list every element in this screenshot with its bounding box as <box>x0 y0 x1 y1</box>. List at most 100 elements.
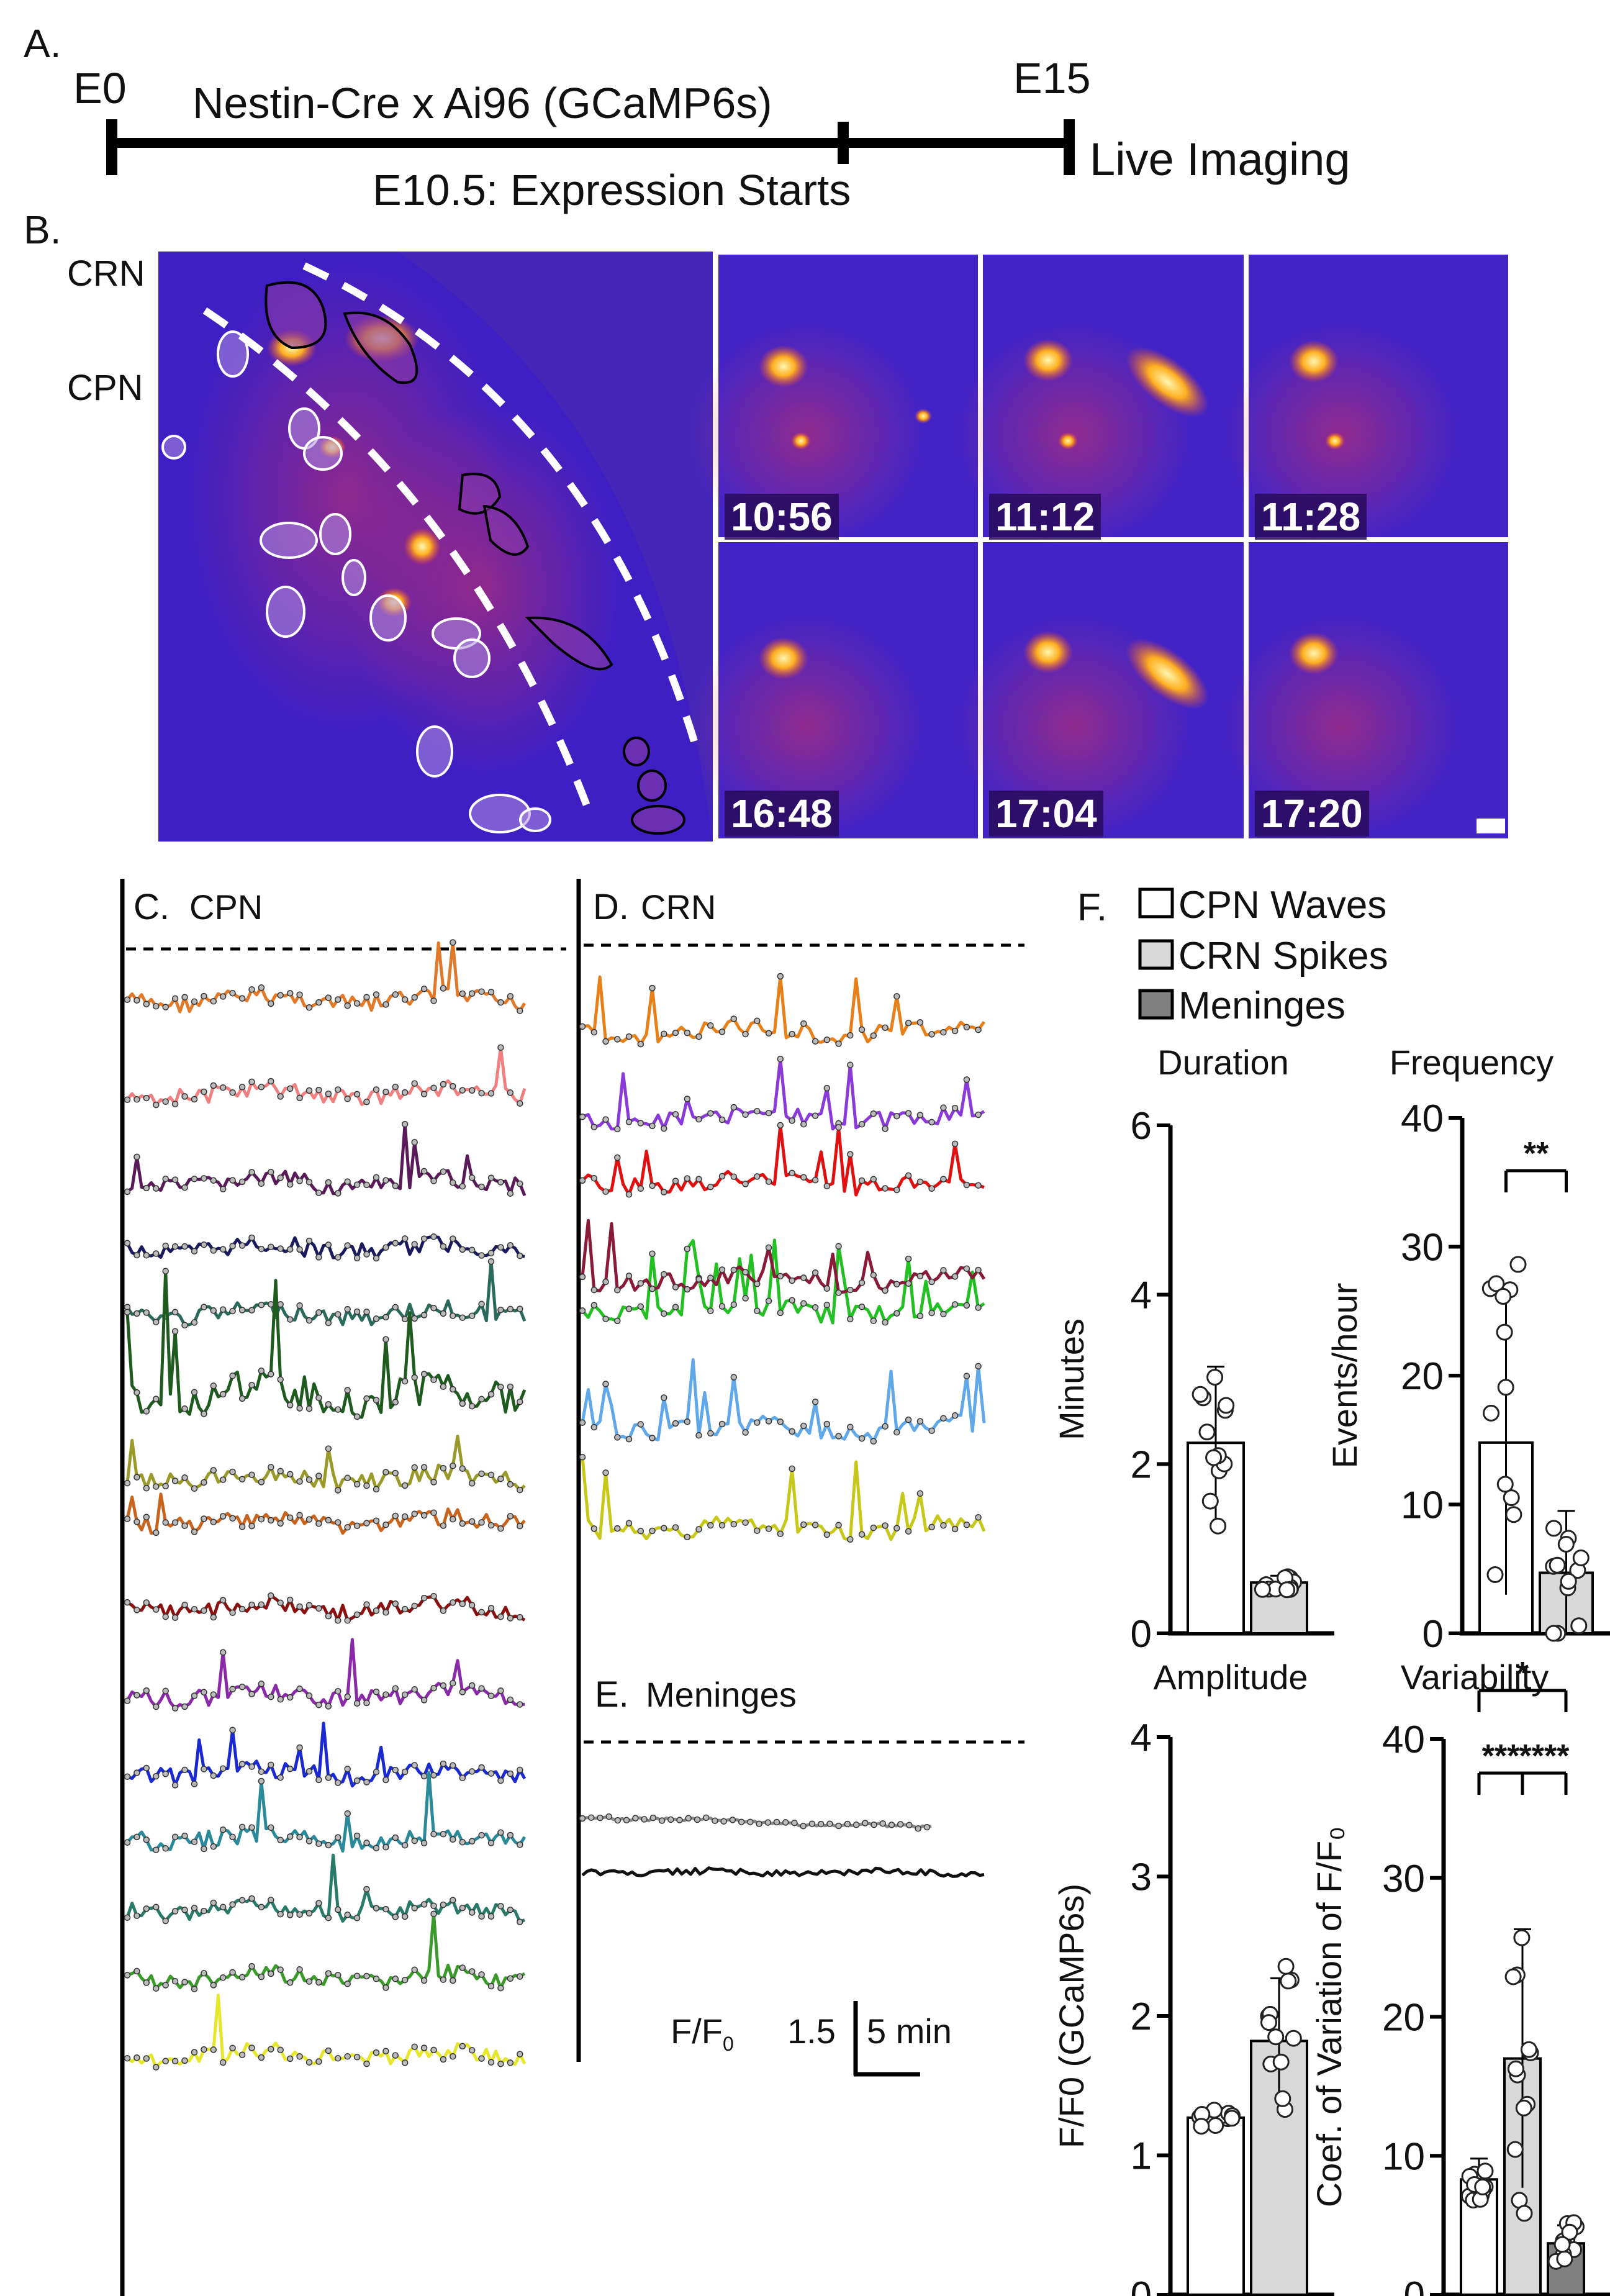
chart-point <box>1545 1520 1562 1537</box>
chart-sig-label: **** <box>1519 1738 1570 1774</box>
timeline-start: E0 <box>73 64 127 112</box>
legend-label-cpn: CPN Waves <box>1178 884 1386 927</box>
crn-trace <box>579 1218 986 1296</box>
timestamp-1: 10:56 <box>725 494 839 540</box>
chart-point <box>1201 1492 1219 1510</box>
crn-label: CRN <box>67 253 145 294</box>
chart-point <box>1483 1404 1499 1422</box>
chart-point <box>1207 2117 1224 2134</box>
chart-point <box>1274 2090 1291 2107</box>
chart-ytick-label: 6 <box>1131 1105 1152 1148</box>
chart-ylabel: Minutes <box>1052 1318 1091 1440</box>
cpn-trace <box>124 1722 527 1789</box>
chart-point <box>1192 1386 1209 1403</box>
cpn-trace <box>124 1044 527 1109</box>
chart-point <box>1272 2053 1290 2071</box>
cpn-trace <box>124 1638 525 1712</box>
meninges-traces <box>579 1813 985 1878</box>
legend-label-crn: CRN Spikes <box>1178 935 1388 978</box>
scale-ylabel: F/F0 <box>671 2012 734 2055</box>
chart-point <box>1260 2014 1277 2031</box>
cpn-trace <box>124 1492 526 1536</box>
cpn-trace <box>124 939 527 1014</box>
timeline-end-event: Live Imaging <box>1090 134 1350 185</box>
crn-trace <box>579 1122 985 1198</box>
timestamp-5: 17:04 <box>989 791 1103 837</box>
chart-ylabel: Events/hour <box>1325 1283 1364 1469</box>
chart-point <box>1560 1572 1577 1590</box>
chart-point <box>1210 1517 1227 1535</box>
chart-ytick-label: 10 <box>1401 1484 1444 1527</box>
chart-ytick-label: 0 <box>1131 1613 1152 1656</box>
chart-point <box>1545 1625 1562 1642</box>
chart-point <box>1477 2162 1494 2180</box>
panel-f-label: F. <box>1077 886 1107 929</box>
chart-point <box>1506 2141 1524 2158</box>
timeline-mid-event: E10.5: Expression Starts <box>373 166 851 214</box>
legend-swatch-cpn <box>1138 887 1174 919</box>
chart-duration: Duration Minutes 0 2 4 6 <box>1052 1043 1334 1656</box>
chart-point <box>1549 1556 1566 1574</box>
chart-bar <box>1187 1441 1245 1635</box>
chart-ylabel: F/F0 (GCaMP6s) <box>1052 1884 1091 2148</box>
chart-point <box>1277 1958 1295 1975</box>
chart-point <box>1193 2118 1210 2135</box>
chart-point <box>1497 1379 1514 1396</box>
panel-d-label: D. <box>593 887 629 927</box>
chart-ytick-label: 40 <box>1382 1718 1425 1761</box>
chart-ytick-label: 40 <box>1401 1097 1444 1140</box>
chart-ytick-label: 2 <box>1131 1995 1152 2038</box>
chart-point <box>1267 2028 1285 2046</box>
meninges-trace <box>581 1866 985 1878</box>
chart-sig-label: *** <box>1482 1738 1520 1774</box>
chart-point <box>1556 2250 1573 2267</box>
chart-point <box>1474 2178 1491 2195</box>
cpn-trace <box>124 1233 525 1262</box>
cpn-trace <box>124 1994 527 2071</box>
cpn-trace <box>124 1910 526 1992</box>
cpn-trace <box>124 1435 526 1494</box>
legend-swatch-meninges <box>1138 989 1174 1020</box>
cpn-trace <box>124 1268 527 1420</box>
crn-trace <box>579 973 986 1048</box>
chart-point <box>1507 2060 1524 2077</box>
chart-ytick-label: 3 <box>1131 1856 1152 1899</box>
chart-point <box>1488 1275 1505 1292</box>
chart-point <box>1285 2030 1302 2047</box>
legend-label-meninges: Meninges <box>1178 984 1345 1027</box>
chart-frequency: Frequency Events/hour 0 10 20 30 40 ** <box>1325 1043 1610 1656</box>
timestamp-4: 16:48 <box>725 791 839 837</box>
panel-b-label: B. <box>24 207 61 252</box>
chart-point <box>1505 1506 1522 1523</box>
panel-e-title: Meninges <box>646 1675 797 1714</box>
chart-point <box>1513 1929 1531 1946</box>
chart-point <box>1561 2223 1578 2241</box>
chart-ytick-label: 0 <box>1422 1613 1444 1656</box>
chart-title: Amplitude <box>1153 1658 1308 1697</box>
chart-ytick-label: 0 <box>1131 2274 1152 2296</box>
timeline-cross: Nestin-Cre x Ai96 (GCaMP6s) <box>192 79 772 127</box>
chart-ytick-label: 4 <box>1131 1274 1152 1317</box>
overview-image <box>158 252 713 842</box>
panel-e-label: E. <box>595 1674 629 1715</box>
chart-point <box>1515 2099 1532 2117</box>
chart-point <box>1572 1550 1590 1566</box>
chart-bar <box>1187 2116 1245 2296</box>
chart-title: Duration <box>1157 1043 1289 1082</box>
chart-ytick-label: 2 <box>1131 1443 1152 1486</box>
chart-ytick-label: 30 <box>1401 1227 1444 1269</box>
chart-ytick-label: 4 <box>1131 1717 1152 1759</box>
chart-point <box>1278 1581 1296 1599</box>
timestamp-2: 11:12 <box>989 494 1101 540</box>
chart-point <box>1495 1287 1512 1305</box>
chart-point <box>1557 1536 1575 1553</box>
scale-value: 1.5 <box>787 2012 836 2051</box>
timestamp-6: 17:20 <box>1255 791 1369 837</box>
chart-ytick-label: 0 <box>1404 2274 1425 2296</box>
cpn-trace <box>124 1592 526 1624</box>
chart-point <box>1553 2236 1571 2253</box>
chart-sig-label: ** <box>1524 1136 1549 1172</box>
cpn-trace <box>124 1258 527 1329</box>
crn-trace <box>579 1454 986 1543</box>
